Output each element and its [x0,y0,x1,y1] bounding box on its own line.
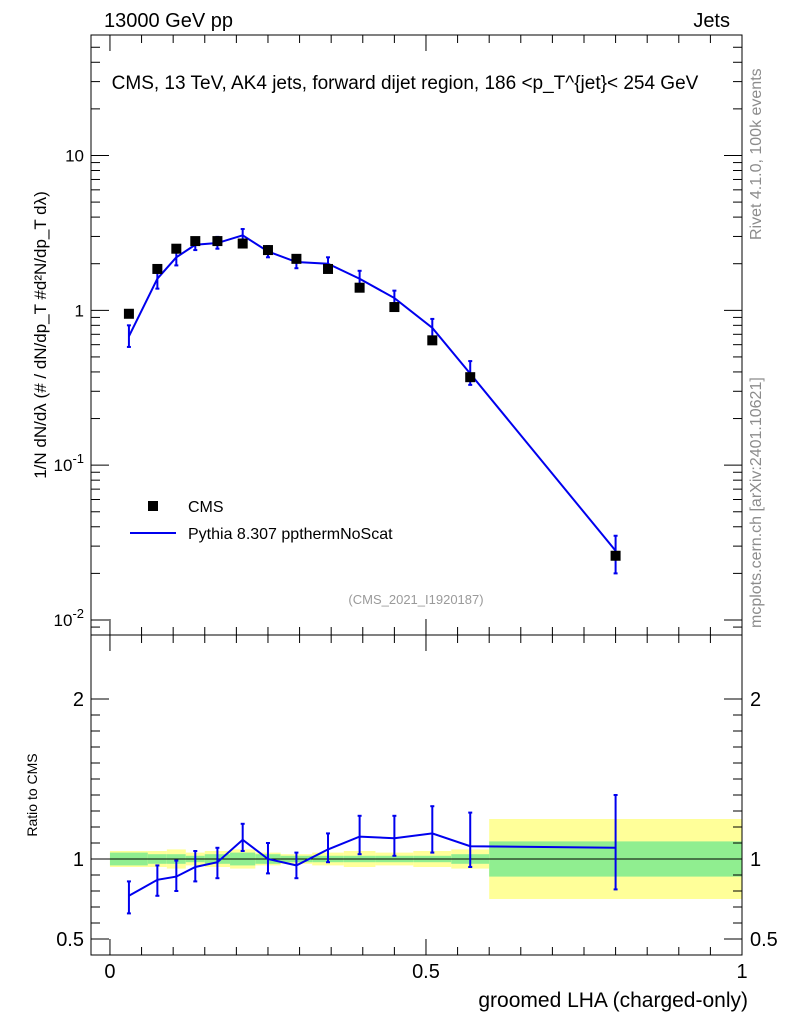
legend-label-cms: CMS [188,499,224,516]
ratio-y-tick-label-left: 1 [73,849,84,871]
main-y-axis-label: 1/N dN/dλ (# / dN/dp_T #d²N/dp_T dλ) [31,191,50,479]
data-series [123,236,621,561]
data-point [323,263,334,274]
ratio-y-tick-label-right: 0.5 [750,929,778,951]
main-y-tick-label: 1 [75,301,84,320]
ratio-y-tick-label-left: 0.5 [56,929,84,951]
x-axis-label: groomed LHA (charged-only) [478,989,748,1012]
main-title: CMS, 13 TeV, AK4 jets, forward dijet reg… [112,73,699,94]
analysis-watermark: (CMS_2021_I1920187) [348,592,483,607]
main-frame [90,34,743,636]
main-y-tick-label: 10-2 [54,606,84,630]
ratio-line [128,832,616,897]
data-point [262,245,273,256]
data-point [171,243,182,254]
ratio-y-axis-label: Ratio to CMS [24,753,40,836]
ratio-y-tick-label-left: 2 [73,689,84,711]
ratio-x-tick-labels: 0 0.5 1 [104,961,747,983]
ratio-series [126,794,618,915]
data-point [123,308,134,319]
legend: CMS Pythia 8.307 ppthermNoScat [130,499,393,543]
ratio-frame [90,634,743,956]
ratio-uncertainty-bands [91,819,742,899]
x-tick-label: 1 [736,961,747,983]
data-point [152,263,163,274]
data-point [354,282,365,293]
data-point [212,236,223,247]
data-point [291,253,302,264]
data-point [237,238,248,249]
ratio-panel: 0.5 0.51 12 2 0 0.5 1 Ratio to CMS groomed LH… [24,634,778,1012]
main-y-tick-labels: 10-2 10-1 1 10 [54,146,84,630]
ratio-y-tick-label-right: 2 [750,689,761,711]
data-point [389,302,400,313]
legend-marker-cms [148,501,158,511]
ratio-axis-ticks [91,635,743,955]
side-label-top: Rivet 4.1.0, 100k events [748,68,765,240]
header-left: 13000 GeV pp [104,10,233,32]
x-tick-label: 0.5 [412,961,440,983]
main-y-tick-label: 10-1 [54,451,84,475]
main-panel: CMS, 13 TeV, AK4 jets, forward dijet reg… [31,34,743,636]
x-tick-label: 0 [104,961,115,983]
data-point [427,335,438,346]
mc-line [128,234,617,552]
main-axis-ticks [91,34,743,636]
data-point [465,372,476,383]
data-point [610,550,621,561]
side-label-bottom: mcplots.cern.ch [arXiv:2401.10621] [748,377,765,628]
ratio-y-tick-label-right: 1 [750,849,761,871]
header-right: Jets [693,10,730,32]
main-y-tick-label: 10 [65,146,84,165]
data-point [190,236,201,247]
legend-label-pythia: Pythia 8.307 ppthermNoScat [188,526,393,543]
mc-series [126,228,618,575]
ratio-y-tick-labels: 0.5 0.5 1 1 2 2 [56,689,778,951]
